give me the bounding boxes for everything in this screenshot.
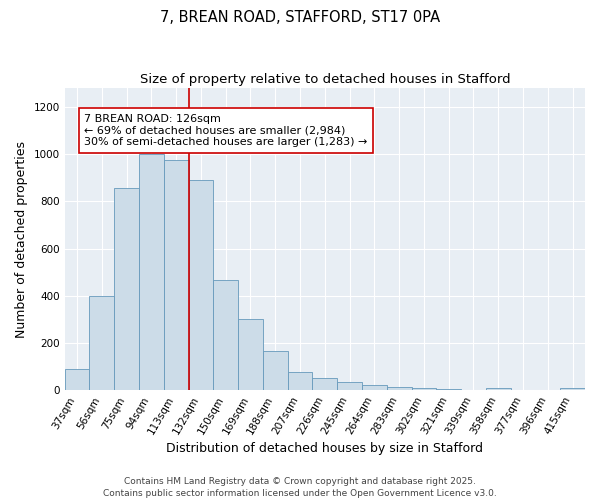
Bar: [238, 320, 263, 390]
Bar: [139, 154, 164, 390]
Text: 7 BREAN ROAD: 126sqm
← 69% of detached houses are smaller (2,984)
30% of semi-de: 7 BREAN ROAD: 126sqm ← 69% of detached h…: [85, 114, 368, 147]
Bar: [337, 382, 362, 390]
Bar: [560, 388, 585, 390]
X-axis label: Distribution of detached houses by size in Stafford: Distribution of detached houses by size …: [166, 442, 484, 455]
Bar: [164, 160, 188, 390]
Bar: [362, 385, 387, 390]
Bar: [263, 351, 287, 390]
Title: Size of property relative to detached houses in Stafford: Size of property relative to detached ho…: [140, 72, 510, 86]
Bar: [89, 296, 114, 390]
Text: 7, BREAN ROAD, STAFFORD, ST17 0PA: 7, BREAN ROAD, STAFFORD, ST17 0PA: [160, 10, 440, 25]
Bar: [65, 369, 89, 390]
Bar: [313, 378, 337, 390]
Bar: [287, 372, 313, 390]
Bar: [387, 388, 412, 390]
Bar: [188, 180, 214, 390]
Y-axis label: Number of detached properties: Number of detached properties: [15, 140, 28, 338]
Bar: [214, 280, 238, 390]
Bar: [114, 188, 139, 390]
Text: Contains HM Land Registry data © Crown copyright and database right 2025.
Contai: Contains HM Land Registry data © Crown c…: [103, 476, 497, 498]
Bar: [486, 388, 511, 390]
Bar: [412, 388, 436, 390]
Bar: [436, 389, 461, 390]
